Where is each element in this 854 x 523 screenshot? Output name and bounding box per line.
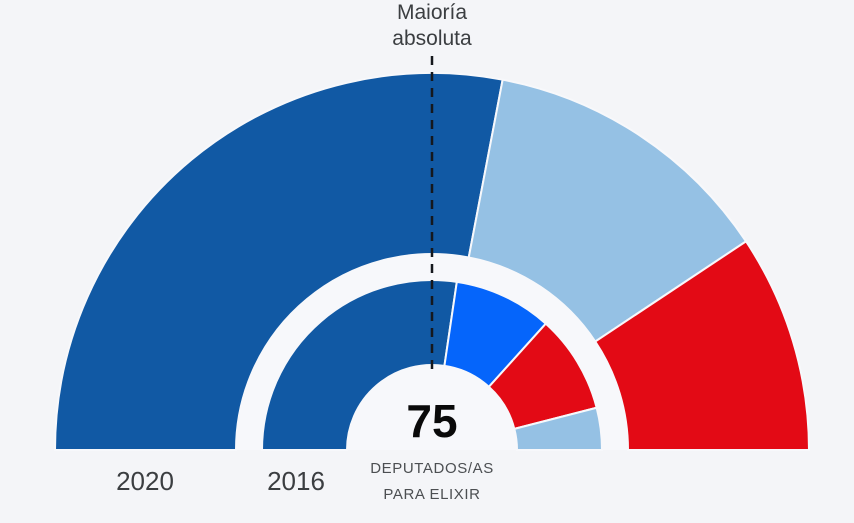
ring-gap-band <box>236 254 628 450</box>
total-seats-number: 75 <box>406 395 458 447</box>
ring-label-2020: 2020 <box>116 466 174 496</box>
majority-absolute-label: Maioría absoluta <box>392 1 472 50</box>
center-subtitle-line2: PARA ELIXIR <box>383 486 481 503</box>
center-caption: 75 DEPUTADOS/AS PARA ELIXIR <box>322 396 542 506</box>
center-hole <box>347 365 517 450</box>
ring-2020-segment-red <box>593 239 811 451</box>
ring-label-2016: 2016 <box>267 466 325 496</box>
center-subtitle-line1: DEPUTADOS/AS <box>370 460 494 477</box>
